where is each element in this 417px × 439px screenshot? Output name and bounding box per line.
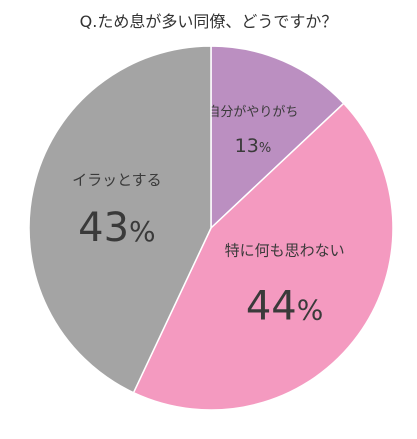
pie-slice-1 xyxy=(210,45,345,230)
slice-label-3: イラッとする xyxy=(72,171,162,189)
slice-label-2: 特に何も思わない xyxy=(225,242,345,260)
slice-value-1: 13% xyxy=(235,135,272,157)
slice-value-2: 44% xyxy=(246,284,324,330)
pie-slice-2 xyxy=(132,102,394,411)
slice-label-1: 自分がやりがち xyxy=(207,105,298,120)
pie-slice-3 xyxy=(28,45,212,394)
slice-value-3: 43% xyxy=(78,205,156,251)
chart-title: Q.ため息が多い同僚、どうですか？ xyxy=(79,12,338,31)
